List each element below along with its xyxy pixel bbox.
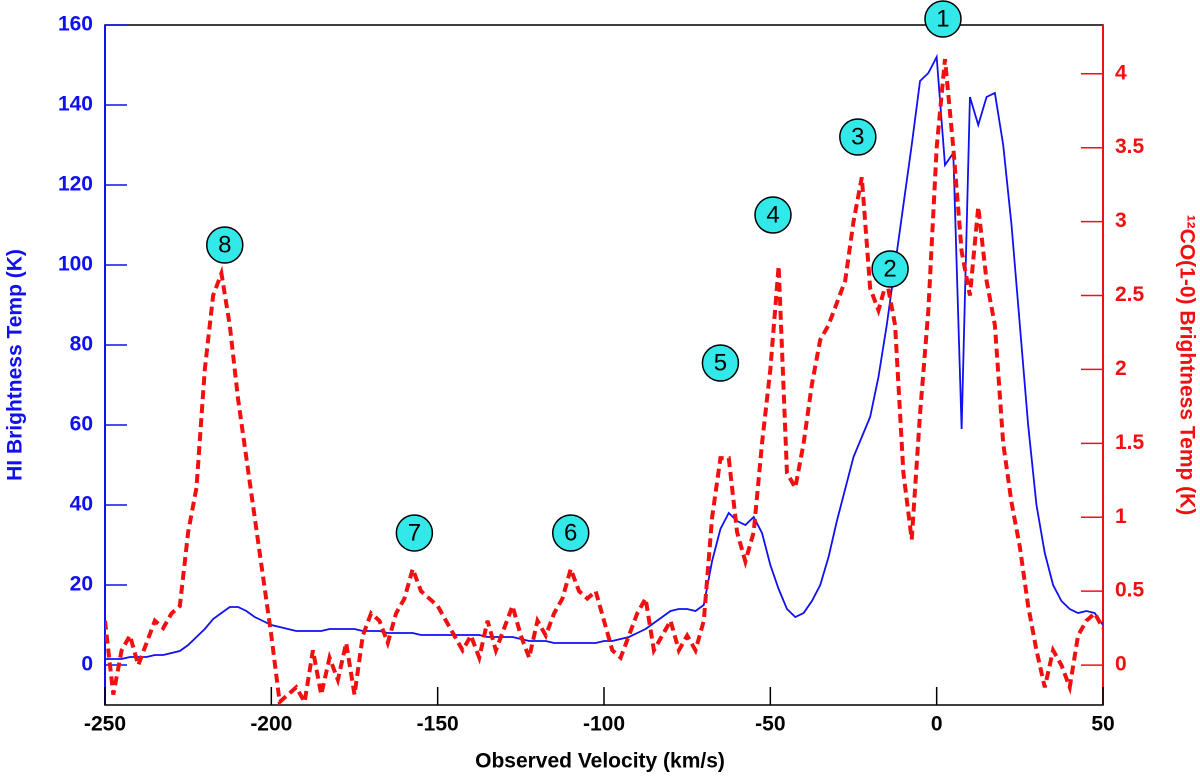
annotation-label: 8 <box>218 231 231 258</box>
y2-tick-label: 1 <box>1115 505 1127 528</box>
y2-axis-label: ¹²CO(1-0) Brightness Temp (K) <box>1175 215 1198 516</box>
x-tick-label: 50 <box>1091 713 1114 736</box>
series-line <box>105 58 1103 705</box>
y-tick-label: 20 <box>70 573 93 596</box>
y-tick-label: 140 <box>58 93 93 116</box>
x-tick-label: -250 <box>84 713 126 736</box>
annotation-label: 4 <box>766 201 779 228</box>
annotation-marker <box>839 118 877 156</box>
y-tick-label: 80 <box>70 333 93 356</box>
annotation-label: 2 <box>883 255 896 282</box>
annotation-marker <box>701 344 740 382</box>
y2-tick-label: 1.5 <box>1115 431 1145 454</box>
x-tick-label: 0 <box>931 713 943 736</box>
x-tick-label: -50 <box>755 713 785 736</box>
y-tick-label: 0 <box>81 653 93 676</box>
y2-tick-label: 3 <box>1115 209 1127 232</box>
annotation-label: 5 <box>714 349 727 376</box>
y-tick-label: 100 <box>58 253 93 276</box>
y2-tick-label: 0 <box>1115 653 1127 676</box>
y2-tick-label: 0.5 <box>1115 579 1145 602</box>
x-axis-label: Observed Velocity (km/s) <box>475 750 725 773</box>
y-tick-label: 120 <box>58 173 93 196</box>
y2-tick-label: 2 <box>1115 357 1127 380</box>
y-tick-label: 40 <box>70 493 93 516</box>
y-tick-label: 160 <box>58 13 93 36</box>
y2-tick-label: 4 <box>1115 61 1127 84</box>
annotation-marker <box>551 514 590 552</box>
annotation-marker <box>871 250 909 288</box>
annotation-marker <box>395 514 434 552</box>
annotation-label: 6 <box>564 519 577 546</box>
plot-lines <box>105 53 1103 705</box>
annotation-marker <box>754 196 792 234</box>
x-tick-label: -200 <box>250 713 292 736</box>
annotation-label: 7 <box>408 519 421 546</box>
y-tick-label: 60 <box>70 413 93 436</box>
series-line <box>105 53 1103 660</box>
annotation-marker <box>924 0 962 38</box>
annotation-marker <box>206 226 244 264</box>
x-tick-label: -100 <box>583 713 625 736</box>
y-axis-label: HI Brightness Temp (K) <box>4 249 27 481</box>
annotation-label: 3 <box>851 123 864 150</box>
annotation-label: 1 <box>936 5 949 32</box>
y2-tick-label: 3.5 <box>1115 135 1145 158</box>
y2-tick-label: 2.5 <box>1115 283 1145 306</box>
x-tick-label: -150 <box>417 713 459 736</box>
